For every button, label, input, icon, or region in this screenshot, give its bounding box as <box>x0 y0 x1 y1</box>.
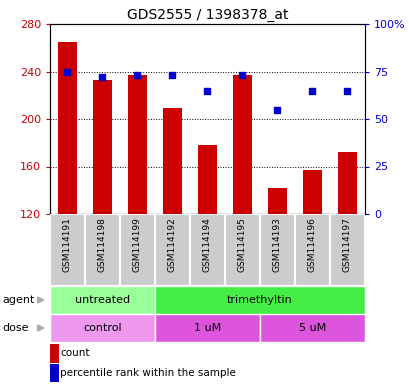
Bar <box>50 364 59 383</box>
FancyBboxPatch shape <box>155 286 364 314</box>
Bar <box>232 75 252 214</box>
FancyBboxPatch shape <box>189 214 225 286</box>
Bar <box>302 170 321 214</box>
FancyBboxPatch shape <box>294 214 329 286</box>
FancyBboxPatch shape <box>120 214 155 286</box>
Text: 5 uM: 5 uM <box>298 323 325 333</box>
Point <box>64 68 71 74</box>
Point <box>204 88 210 94</box>
Point <box>134 72 140 78</box>
Point <box>308 88 315 94</box>
Text: GSM114193: GSM114193 <box>272 218 281 273</box>
FancyBboxPatch shape <box>85 214 120 286</box>
Bar <box>198 145 217 214</box>
Bar <box>93 80 112 214</box>
Bar <box>50 344 59 363</box>
FancyBboxPatch shape <box>155 214 189 286</box>
FancyBboxPatch shape <box>50 214 85 286</box>
FancyBboxPatch shape <box>259 214 294 286</box>
FancyBboxPatch shape <box>329 214 364 286</box>
Text: untreated: untreated <box>75 295 130 305</box>
FancyBboxPatch shape <box>50 314 155 342</box>
Bar <box>267 188 286 214</box>
Text: GSM114198: GSM114198 <box>98 218 107 273</box>
Text: control: control <box>83 323 121 333</box>
Text: GSM114199: GSM114199 <box>133 218 142 273</box>
FancyBboxPatch shape <box>155 314 259 342</box>
Text: dose: dose <box>2 323 29 333</box>
Text: GSM114196: GSM114196 <box>307 218 316 273</box>
FancyBboxPatch shape <box>259 314 364 342</box>
Bar <box>162 108 182 214</box>
Text: count: count <box>60 349 90 359</box>
Bar <box>128 75 147 214</box>
Text: GSM114192: GSM114192 <box>168 218 177 272</box>
Text: 1 uM: 1 uM <box>193 323 220 333</box>
Text: GSM114195: GSM114195 <box>237 218 246 273</box>
Point <box>274 106 280 113</box>
Bar <box>58 42 77 214</box>
FancyBboxPatch shape <box>50 286 155 314</box>
Text: GSM114191: GSM114191 <box>63 218 72 273</box>
Bar <box>337 152 356 214</box>
Title: GDS2555 / 1398378_at: GDS2555 / 1398378_at <box>126 8 288 22</box>
Point <box>238 72 245 78</box>
Text: agent: agent <box>2 295 34 305</box>
Point <box>344 88 350 94</box>
FancyBboxPatch shape <box>225 214 259 286</box>
Text: trimethyltin: trimethyltin <box>227 295 292 305</box>
Text: GSM114197: GSM114197 <box>342 218 351 273</box>
Point <box>99 74 106 80</box>
Point <box>169 72 175 78</box>
Text: GSM114194: GSM114194 <box>202 218 211 272</box>
Text: percentile rank within the sample: percentile rank within the sample <box>60 368 236 378</box>
